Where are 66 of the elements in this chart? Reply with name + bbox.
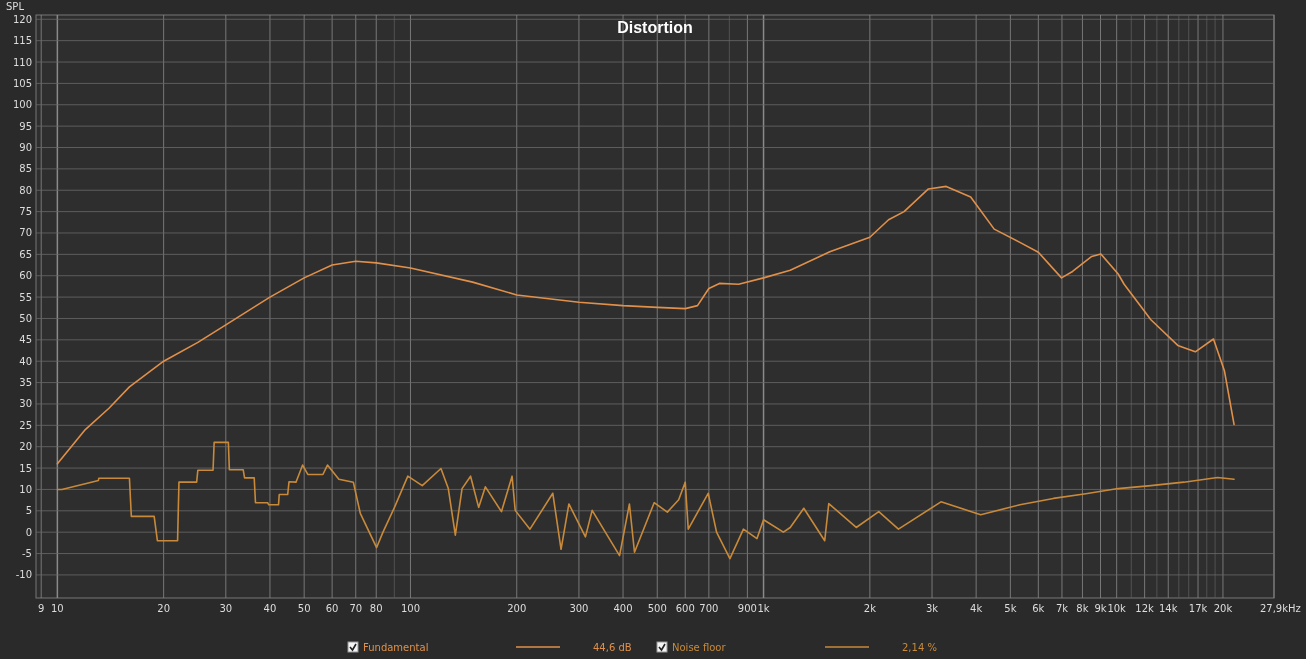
y-tick-label: 25 [19,419,32,431]
x-tick-label: 30 [219,603,233,614]
x-tick-label: 500 [647,603,667,614]
y-tick-label: 95 [19,120,32,132]
y-tick-label: 30 [19,398,32,410]
y-tick-label: 10 [19,483,32,495]
y-tick-label: 55 [19,291,32,303]
y-tick-label: 0 [25,526,32,538]
y-tick-label: 5 [25,505,32,517]
x-tick-label: 600 [675,603,695,614]
x-tick-label: 100 [400,603,420,614]
x-tick-label: 1k [757,603,770,614]
y-tick-label: 100 [12,99,32,111]
text: Fundamental [363,642,429,653]
y-tick-label: 40 [19,355,32,367]
x-tick-label: 12k [1135,603,1155,614]
x-tick-label: 5k [1004,603,1017,614]
y-tick-label: 60 [19,270,32,282]
y-axis-title: SPL [6,1,25,12]
x-tick-label: 3k [925,603,939,614]
x-tick-label: 200 [507,603,527,614]
x-tick-label: 8k [1076,603,1089,614]
x-tick-label: 70 [349,603,363,614]
text: 44,6 dB [593,642,632,653]
x-tick-label: 9 [38,603,45,614]
x-axis-title: Hz [1288,603,1301,614]
chart-title: Distortion [617,19,693,36]
y-tick-label: 105 [12,77,32,89]
x-tick-label: 17k [1188,603,1208,614]
x-tick-label: 300 [569,603,589,614]
x-tick-label: 20k [1213,603,1233,614]
x-tick-label: 27,9k [1259,603,1289,614]
y-tick-label: 70 [19,227,32,239]
text: 2,14 % [902,642,937,653]
y-tick-label: -5 [22,548,32,560]
y-tick-label: 45 [19,334,32,346]
x-tick-label: 7k [1055,603,1069,614]
y-tick-label: 115 [12,35,32,47]
x-tick-label: 80 [369,603,383,614]
x-tick-label: 6k [1032,603,1045,614]
y-tick-label: 50 [19,312,32,324]
x-tick-label: 400 [613,603,633,614]
y-tick-label: 20 [19,441,32,453]
x-tick-label: 900 [737,603,757,614]
x-tick-label: 10 [50,603,64,614]
y-tick-label: 90 [19,142,32,153]
x-tick-label: 4k [970,603,983,614]
x-tick-label: 60 [325,603,339,614]
x-tick-label: 20 [157,603,171,614]
y-tick-label: 80 [19,184,32,196]
x-tick-label: 700 [699,603,719,614]
y-tick-label: 120 [12,13,32,25]
y-tick-label: 35 [19,377,32,389]
y-tick-label: 85 [19,163,32,175]
x-tick-label: 9k [1094,603,1107,614]
x-tick-label: 14k [1159,603,1178,614]
y-tick-label: 110 [12,56,32,68]
y-tick-label: 65 [19,248,32,260]
y-tick-label: -10 [15,569,32,581]
y-tick-label: 75 [19,206,32,218]
x-tick-label: 50 [297,603,311,614]
x-tick-label: 10k [1107,603,1127,614]
x-tick-label: 2k [863,603,877,614]
x-tick-label: 40 [263,603,277,614]
y-tick-label: 15 [19,462,32,474]
text: Noise floor [672,642,727,653]
